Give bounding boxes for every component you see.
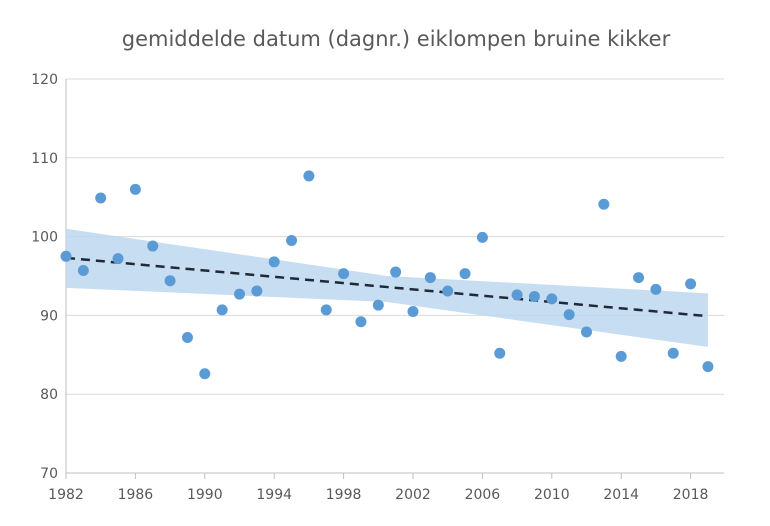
data-point-1990 bbox=[199, 368, 211, 380]
data-point-2018 bbox=[685, 278, 697, 290]
x-tick-label-1986: 1986 bbox=[118, 487, 154, 503]
x-tick-label-1990: 1990 bbox=[187, 487, 223, 503]
data-point-2009 bbox=[528, 290, 540, 302]
data-point-1985 bbox=[112, 253, 124, 265]
data-point-2019 bbox=[702, 361, 714, 373]
chart-title: gemiddelde datum (dagnr.) eiklompen brui… bbox=[122, 27, 671, 51]
data-point-2003 bbox=[424, 272, 436, 284]
data-point-2015 bbox=[633, 272, 645, 284]
trend-line-layer bbox=[65, 256, 709, 318]
gridlines bbox=[65, 78, 724, 479]
trend-line bbox=[65, 256, 709, 318]
data-point-2016 bbox=[650, 283, 662, 295]
data-point-2001 bbox=[390, 266, 402, 278]
y-tick-label-100: 100 bbox=[31, 230, 58, 246]
data-point-2010 bbox=[546, 293, 558, 305]
data-point-1994 bbox=[268, 256, 280, 268]
data-point-1996 bbox=[303, 170, 315, 182]
data-point-2004 bbox=[442, 285, 454, 297]
data-point-1991 bbox=[216, 304, 228, 316]
data-point-1998 bbox=[338, 268, 350, 280]
data-point-2012 bbox=[581, 326, 592, 338]
y-tick-label-110: 110 bbox=[31, 151, 58, 167]
data-point-2000 bbox=[372, 299, 384, 311]
data-point-1992 bbox=[234, 288, 245, 300]
y-axis-ticks: 70 80 90 100 110 120 bbox=[31, 72, 58, 482]
data-point-1997 bbox=[320, 304, 332, 316]
x-tick-label-2002: 2002 bbox=[395, 487, 431, 503]
data-point-1984 bbox=[95, 192, 107, 204]
data-point-2013 bbox=[598, 198, 610, 210]
x-tick-label-1994: 1994 bbox=[256, 487, 292, 503]
data-points bbox=[60, 170, 714, 380]
data-point-1983 bbox=[77, 264, 89, 276]
x-tick-label-2010: 2010 bbox=[534, 487, 570, 503]
x-tick-label-2006: 2006 bbox=[465, 487, 501, 503]
y-tick-label-90: 90 bbox=[40, 308, 58, 324]
y-tick-label-120: 120 bbox=[31, 72, 58, 88]
data-point-1986 bbox=[129, 183, 141, 195]
data-point-2011 bbox=[563, 309, 575, 321]
data-point-1989 bbox=[181, 331, 193, 343]
x-tick-label-1998: 1998 bbox=[326, 487, 362, 503]
data-point-1999 bbox=[355, 316, 367, 328]
data-point-2017 bbox=[667, 347, 679, 359]
data-point-2006 bbox=[476, 231, 488, 243]
x-axis-ticks: 1982 1986 1990 1994 1998 2002 2006 2010 2014 2018 bbox=[48, 487, 708, 503]
x-tick-label-1982: 1982 bbox=[48, 487, 84, 503]
data-point-2008 bbox=[511, 289, 523, 301]
data-point-1995 bbox=[286, 235, 298, 247]
data-point-2014 bbox=[615, 350, 627, 362]
data-point-1987 bbox=[147, 240, 159, 252]
x-tick-label-2018: 2018 bbox=[673, 487, 709, 503]
data-point-1982 bbox=[60, 250, 72, 262]
y-tick-label-80: 80 bbox=[40, 387, 58, 403]
data-point-2002 bbox=[407, 305, 419, 317]
data-point-1993 bbox=[251, 285, 263, 297]
y-tick-label-70: 70 bbox=[40, 466, 58, 482]
data-point-2007 bbox=[494, 347, 506, 359]
x-tick-label-2014: 2014 bbox=[603, 487, 639, 503]
data-point-2005 bbox=[459, 268, 471, 280]
data-point-1988 bbox=[164, 275, 176, 287]
